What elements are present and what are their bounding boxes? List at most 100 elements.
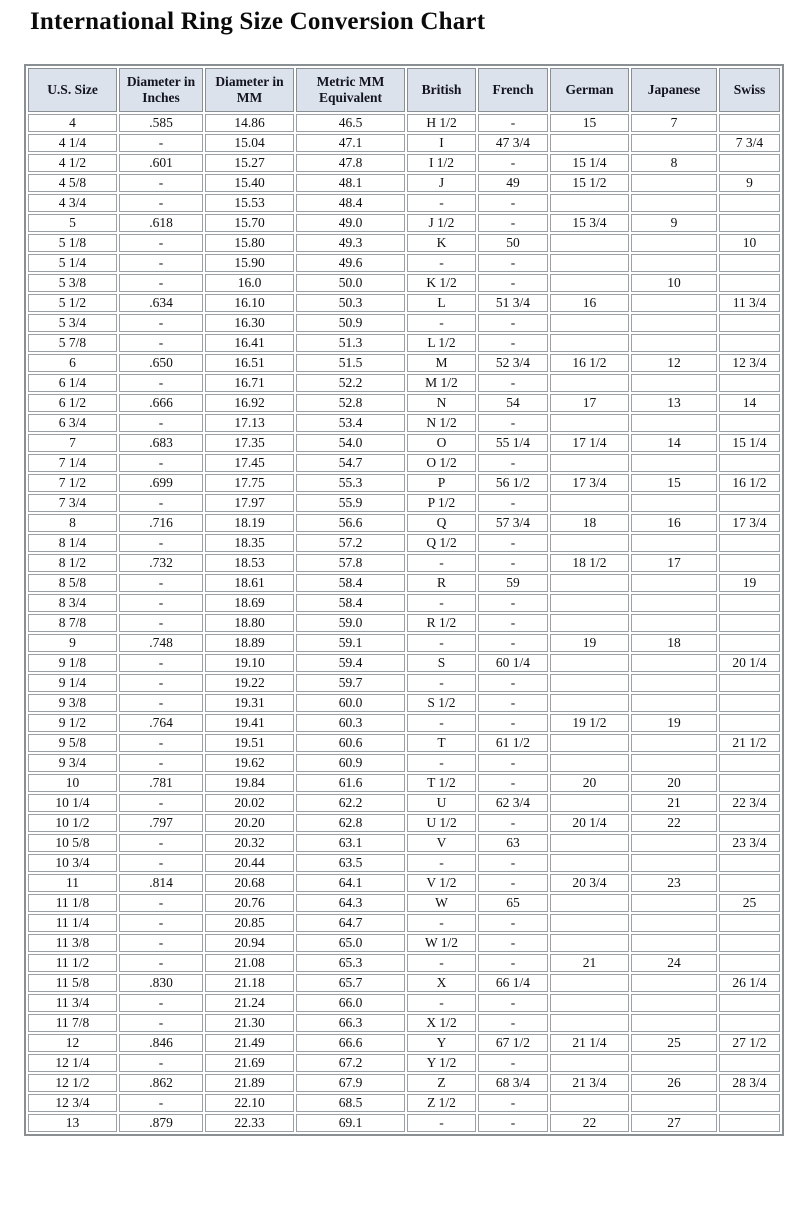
table-cell: 24 (631, 954, 717, 972)
table-cell (631, 134, 717, 152)
table-cell: 15 1/4 (719, 434, 780, 452)
table-row: 9 1/2.764 19.41 60.3- -19 1/2 19 (28, 714, 780, 732)
table-cell: - (119, 494, 203, 512)
table-cell: - (478, 274, 548, 292)
table-row: 5 1/8-15.80 49.3 K 50 10 (28, 234, 780, 252)
table-cell: H 1/2 (407, 114, 476, 132)
table-row: 10 1/2.797 20.20 62.8 U 1/2-20 1/4 22 (28, 814, 780, 832)
table-cell: 65 (478, 894, 548, 912)
table-cell: 7 1/2 (28, 474, 117, 492)
table-cell: Z 1/2 (407, 1094, 476, 1112)
table-cell (550, 494, 629, 512)
table-cell: 11 1/8 (28, 894, 117, 912)
table-cell (631, 1014, 717, 1032)
table-cell: .634 (119, 294, 203, 312)
table-cell: 6 1/4 (28, 374, 117, 392)
table-cell: - (478, 954, 548, 972)
table-cell: 11 (28, 874, 117, 892)
table-row: 4 5/8-15.40 48.1 J 49 15 1/2 9 (28, 174, 780, 192)
table-cell (719, 1014, 780, 1032)
table-cell: 15.70 (205, 214, 294, 232)
table-cell: 7 (28, 434, 117, 452)
table-cell: 5 7/8 (28, 334, 117, 352)
table-cell: 14 (719, 394, 780, 412)
table-cell: .601 (119, 154, 203, 172)
table-cell: 4 (28, 114, 117, 132)
table-cell: 19.22 (205, 674, 294, 692)
table-cell: 9 1/2 (28, 714, 117, 732)
table-cell: 65.0 (296, 934, 405, 952)
table-cell: 27 1/2 (719, 1034, 780, 1052)
table-cell (550, 734, 629, 752)
table-cell: X 1/2 (407, 1014, 476, 1032)
table-cell: 4 3/4 (28, 194, 117, 212)
table-cell: 64.3 (296, 894, 405, 912)
table-cell: 9 5/8 (28, 734, 117, 752)
table-cell (719, 934, 780, 952)
table-cell (719, 114, 780, 132)
table-cell: U (407, 794, 476, 812)
table-cell: I 1/2 (407, 154, 476, 172)
table-cell (631, 974, 717, 992)
table-cell: - (119, 1054, 203, 1072)
table-cell: 68 3/4 (478, 1074, 548, 1092)
table-cell (550, 994, 629, 1012)
table-cell: M (407, 354, 476, 372)
table-cell: 8 1/2 (28, 554, 117, 572)
table-cell: .683 (119, 434, 203, 452)
table-cell: - (478, 314, 548, 332)
table-cell: 4 1/2 (28, 154, 117, 172)
table-row: 13.879 22.33 69.1- -22 27 (28, 1114, 780, 1132)
table-cell (631, 234, 717, 252)
table-cell (550, 234, 629, 252)
table-cell: 59.7 (296, 674, 405, 692)
table-cell: 18.89 (205, 634, 294, 652)
table-cell (719, 414, 780, 432)
table-cell: 69.1 (296, 1114, 405, 1132)
column-header: British (407, 68, 476, 112)
table-cell: 66.0 (296, 994, 405, 1012)
table-cell: - (478, 1114, 548, 1132)
table-cell: - (119, 954, 203, 972)
table-cell: - (478, 1054, 548, 1072)
table-cell: - (119, 254, 203, 272)
table-cell: - (119, 174, 203, 192)
table-cell: 11 1/2 (28, 954, 117, 972)
table-cell: 22.10 (205, 1094, 294, 1112)
table-cell: 57.8 (296, 554, 405, 572)
table-cell: W 1/2 (407, 934, 476, 952)
table-cell: 22.33 (205, 1114, 294, 1132)
table-row: 9.748 18.89 59.1- -19 18 (28, 634, 780, 652)
table-cell: 17.45 (205, 454, 294, 472)
table-cell (719, 694, 780, 712)
table-cell: I (407, 134, 476, 152)
table-row: 12.846 21.49 66.6 Y 67 1/2 21 1/4 25 27 1/2 (28, 1034, 780, 1052)
table-cell: - (119, 314, 203, 332)
table-cell: N (407, 394, 476, 412)
table-row: 7 1/4-17.45 54.7 O 1/2- (28, 454, 780, 472)
table-cell: 20 1/4 (550, 814, 629, 832)
table-row: 9 5/8-19.51 60.6 T 61 1/2 21 1/2 (28, 734, 780, 752)
table-cell (550, 1054, 629, 1072)
table-cell: 14.86 (205, 114, 294, 132)
table-cell: 67.2 (296, 1054, 405, 1072)
table-cell: 46.5 (296, 114, 405, 132)
table-cell: - (407, 254, 476, 272)
table-row: 11 7/8-21.30 66.3 X 1/2- (28, 1014, 780, 1032)
table-cell: 20.44 (205, 854, 294, 872)
table-cell (719, 1094, 780, 1112)
table-row: 6 1/4-16.71 52.2 M 1/2- (28, 374, 780, 392)
column-header: Japanese (631, 68, 717, 112)
table-cell: 5 1/2 (28, 294, 117, 312)
table-cell: - (119, 794, 203, 812)
table-cell: 52.2 (296, 374, 405, 392)
table-cell: R 1/2 (407, 614, 476, 632)
table-cell: 59.4 (296, 654, 405, 672)
table-cell: - (407, 994, 476, 1012)
table-cell (719, 334, 780, 352)
table-cell (631, 374, 717, 392)
table-cell: - (119, 914, 203, 932)
table-cell (631, 454, 717, 472)
table-cell (631, 674, 717, 692)
